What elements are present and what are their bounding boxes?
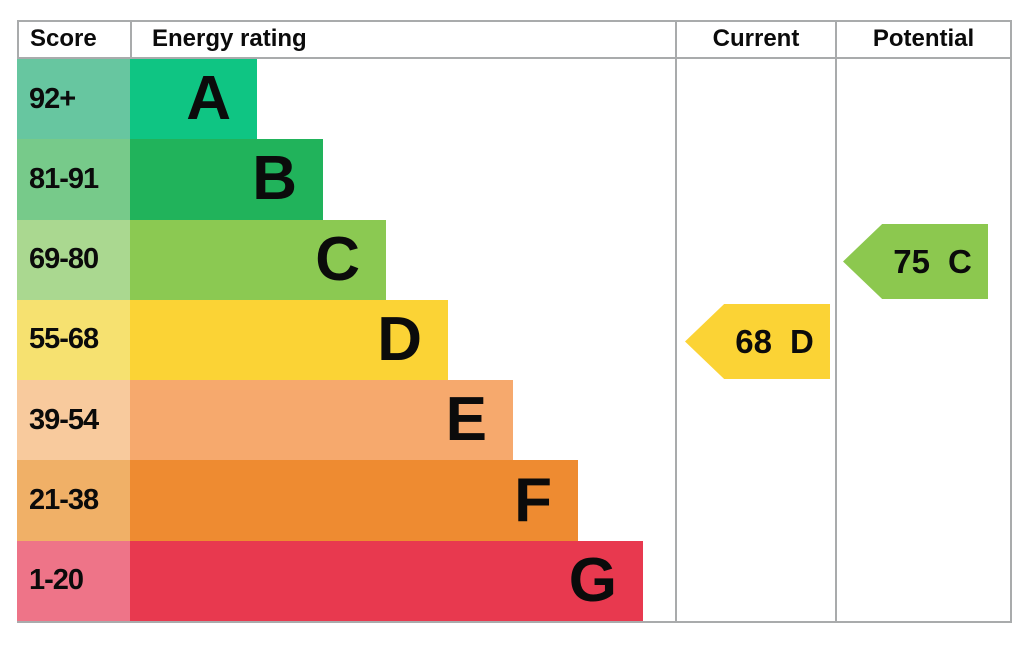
band-row-d: 55-68 D <box>17 299 1010 381</box>
band-row-c: 69-80 C <box>17 219 1010 300</box>
potential-rating-grade: C <box>947 242 972 280</box>
band-row-b: 81-91 B <box>17 139 1010 220</box>
potential-rating-value: 75 <box>893 242 930 280</box>
table-border-right <box>1010 20 1012 623</box>
rating-letter: D <box>377 304 422 374</box>
rating-bands: 92+ A 81-91 B 69-80 C 55-68 D 39-54 E 21-38 F 1-20 G <box>17 59 1010 621</box>
table-border-bottom <box>17 621 1012 623</box>
rating-letter: B <box>252 144 297 214</box>
current-column-divider <box>675 20 677 623</box>
rating-letter: G <box>568 545 617 615</box>
table-border-left <box>17 20 19 59</box>
score-range-cell: 39-54 <box>17 380 130 461</box>
rating-bar-b: B <box>130 139 323 220</box>
rating-letter: E <box>445 385 487 455</box>
score-column-divider <box>130 20 132 59</box>
rating-bar-e: E <box>130 380 513 461</box>
header-bottom-border <box>17 57 1012 59</box>
rating-bar-g: G <box>130 540 643 621</box>
current-rating-value: 68 <box>735 322 772 360</box>
rating-bar-f: F <box>130 460 578 541</box>
rating-letter: C <box>315 224 360 294</box>
band-row-g: 1-20 G <box>17 540 1010 621</box>
current-rating-grade: D <box>789 322 814 360</box>
current-column-header: Current <box>712 25 800 52</box>
rating-letter: A <box>186 64 231 134</box>
score-column-header: Score <box>30 25 97 52</box>
table-border-top <box>17 20 1012 22</box>
potential-column-divider <box>835 20 837 623</box>
score-range-cell: 21-38 <box>17 460 130 541</box>
score-range-cell: 92+ <box>17 59 130 140</box>
energy-rating-column-header: Energy rating <box>152 25 307 52</box>
score-range-cell: 1-20 <box>17 540 130 621</box>
band-row-a: 92+ A <box>17 59 1010 140</box>
band-row-e: 39-54 E <box>17 380 1010 461</box>
score-range-cell: 69-80 <box>17 219 130 300</box>
score-range-cell: 81-91 <box>17 139 130 220</box>
rating-bar-c: C <box>130 219 386 300</box>
rating-bar-a: A <box>130 59 257 140</box>
rating-letter: F <box>514 465 552 535</box>
band-row-f: 21-38 F <box>17 460 1010 541</box>
rating-bar-d: D <box>130 299 448 381</box>
potential-column-header: Potential <box>872 25 975 52</box>
score-range-cell: 55-68 <box>17 299 130 381</box>
